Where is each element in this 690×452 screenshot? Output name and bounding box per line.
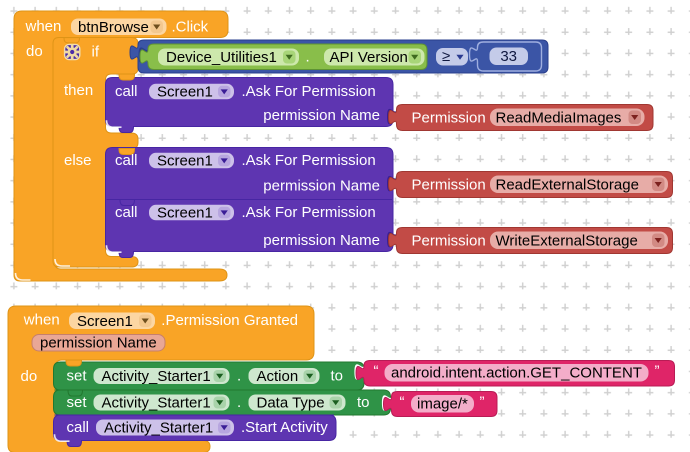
svg-text:Activity_Starter1: Activity_Starter1	[102, 368, 211, 385]
svg-text:.Permission Granted: .Permission Granted	[161, 312, 298, 329]
svg-text:ReadMediaImages: ReadMediaImages	[496, 109, 622, 126]
svg-text:when: when	[23, 312, 60, 329]
svg-text:Device_Utilities1: Device_Utilities1	[166, 49, 277, 66]
svg-text:“: “	[400, 394, 405, 411]
svg-text:.: .	[237, 368, 241, 385]
svg-text:Permission: Permission	[412, 233, 486, 250]
svg-text:call: call	[67, 419, 90, 436]
svg-text:.Click: .Click	[172, 18, 209, 35]
svg-text:when: when	[25, 18, 62, 35]
svg-text:Activity_Starter1: Activity_Starter1	[102, 395, 211, 412]
svg-text:”: ”	[655, 363, 660, 380]
svg-text:Screen1: Screen1	[157, 153, 213, 170]
svg-text:permission Name: permission Name	[263, 178, 380, 195]
svg-text:call: call	[115, 83, 138, 100]
svg-text:to: to	[357, 394, 370, 411]
svg-text:call: call	[115, 204, 138, 221]
svg-text:.Ask For Permission: .Ask For Permission	[242, 152, 376, 169]
svg-text:else: else	[64, 152, 92, 169]
svg-text:Permission: Permission	[412, 177, 486, 194]
svg-text:image/*: image/*	[417, 396, 468, 413]
svg-text:“: “	[374, 363, 379, 380]
svg-text:WriteExternalStorage: WriteExternalStorage	[496, 232, 638, 249]
svg-text:33: 33	[500, 48, 517, 65]
svg-text:.: .	[306, 49, 310, 66]
svg-text:”: ”	[480, 394, 485, 411]
svg-text:do: do	[21, 368, 38, 385]
svg-text:Data Type: Data Type	[257, 395, 325, 412]
svg-text:btnBrowse: btnBrowse	[78, 19, 149, 36]
svg-text:permission Name: permission Name	[263, 232, 380, 249]
svg-text:.: .	[237, 394, 241, 411]
svg-text:set: set	[67, 394, 88, 411]
svg-text:Screen1: Screen1	[157, 205, 213, 222]
svg-text:call: call	[115, 152, 138, 169]
svg-text:if: if	[92, 44, 100, 61]
svg-text:then: then	[64, 82, 93, 99]
svg-text:.Ask For Permission: .Ask For Permission	[242, 204, 376, 221]
svg-text:do: do	[26, 43, 43, 60]
svg-text:ReadExternalStorage: ReadExternalStorage	[496, 176, 639, 193]
svg-text:≥: ≥	[442, 48, 450, 65]
svg-text:.Start Activity: .Start Activity	[241, 419, 328, 436]
svg-text:.Ask For Permission: .Ask For Permission	[242, 83, 376, 100]
svg-text:API Version: API Version	[330, 49, 408, 66]
svg-text:Activity_Starter1: Activity_Starter1	[104, 420, 213, 437]
svg-text:android.intent.action.GET_CONT: android.intent.action.GET_CONTENT	[391, 365, 642, 382]
svg-text:Screen1: Screen1	[157, 84, 213, 101]
svg-text:permission Name: permission Name	[263, 107, 380, 124]
svg-text:Action: Action	[257, 368, 299, 385]
svg-text:to: to	[331, 368, 344, 385]
svg-text:set: set	[67, 368, 88, 385]
svg-text:permission Name: permission Name	[40, 335, 157, 352]
svg-text:Screen1: Screen1	[77, 313, 133, 330]
svg-text:Permission: Permission	[412, 110, 486, 127]
